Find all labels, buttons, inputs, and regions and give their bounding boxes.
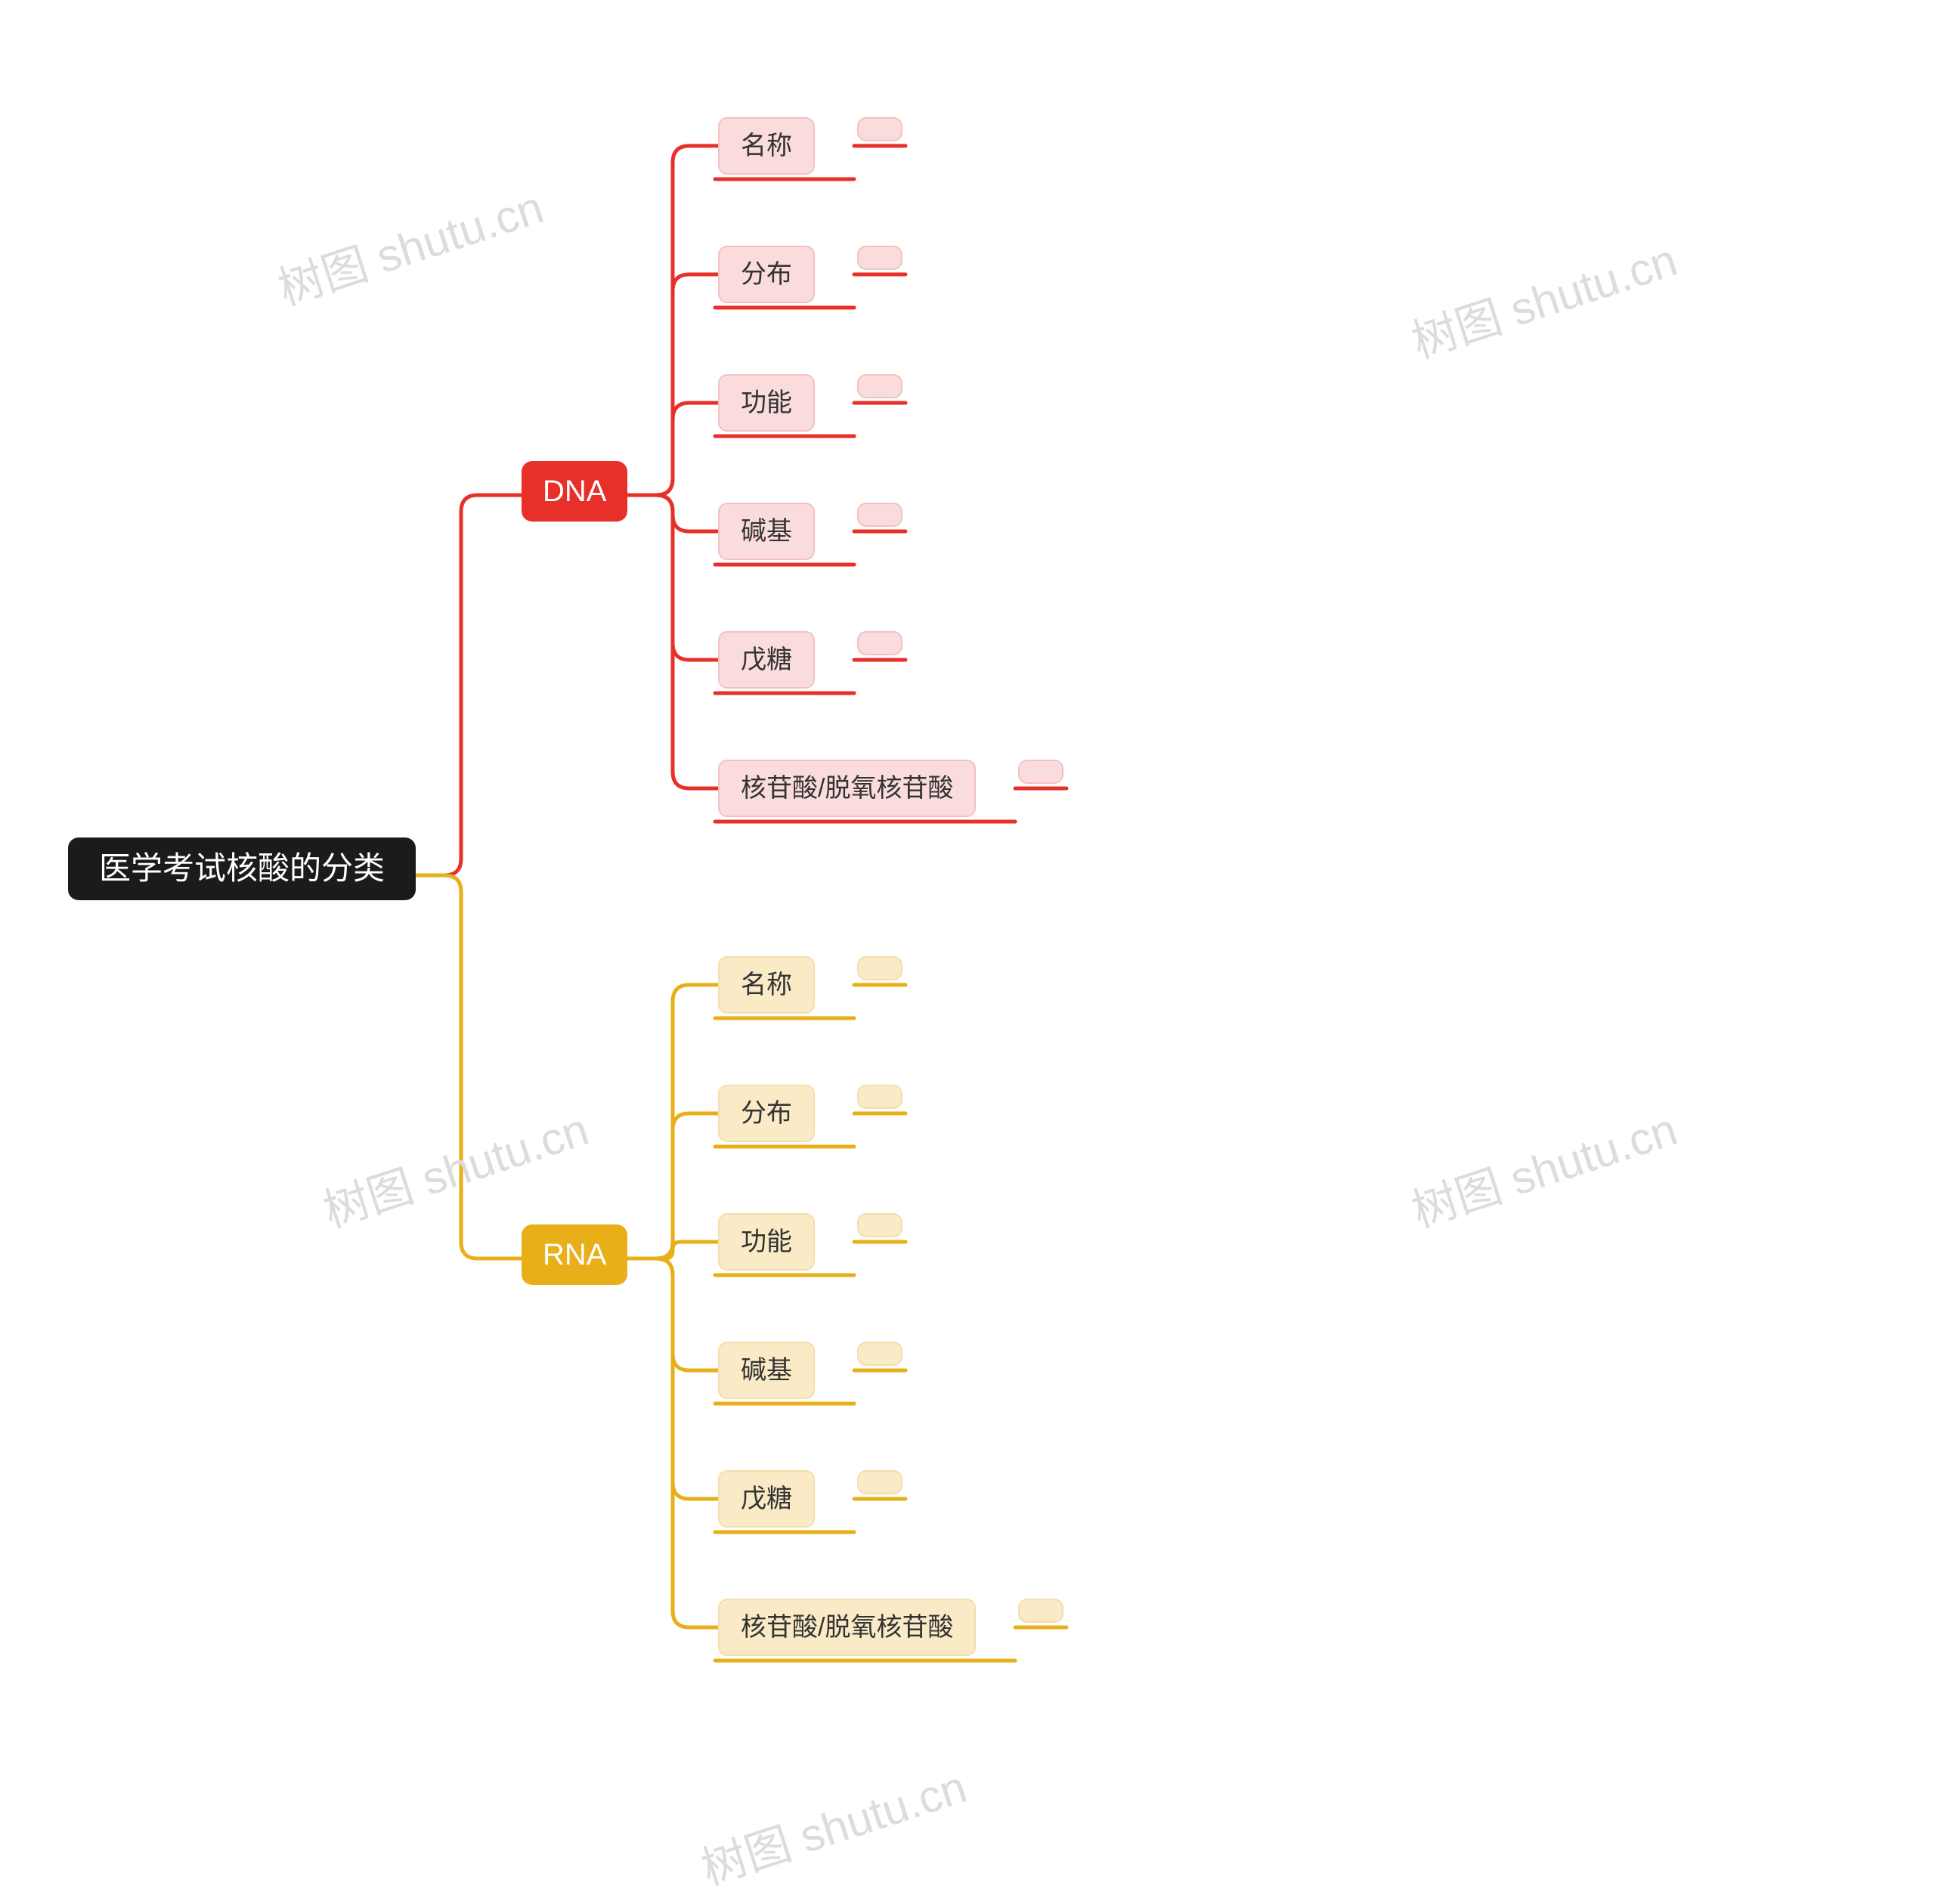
leaf-dna-base: 碱基 [718,503,815,560]
leaf-dna-name-child [857,117,902,141]
leaf-dna-func-child [857,374,902,398]
leaf-rna-name: 名称 [718,956,815,1014]
watermark: 树图 shutu.cn [692,1751,974,1898]
leaf-dna-nt: 核苷酸/脱氧核苷酸 [718,760,976,817]
leaf-dna-sugar: 戊糖 [718,631,815,689]
branch-rna: RNA [522,1224,627,1285]
leaf-rna-nt-child [1018,1599,1063,1623]
leaf-rna-name-label: 名称 [741,971,792,999]
leaf-dna-func-label: 功能 [741,389,792,417]
leaf-rna-sugar-label: 戊糖 [741,1485,792,1513]
watermark: 树图 shutu.cn [314,1093,596,1240]
leaf-rna-sugar: 戊糖 [718,1470,815,1528]
leaf-dna-func: 功能 [718,374,815,432]
leaf-dna-nt-label: 核苷酸/脱氧核苷酸 [741,774,953,803]
leaf-rna-base: 碱基 [718,1342,815,1399]
leaf-dna-sugar-label: 戊糖 [741,646,792,674]
leaf-rna-sugar-child [857,1470,902,1494]
leaf-dna-dist-label: 分布 [741,260,792,289]
leaf-dna-base-label: 碱基 [741,517,792,546]
leaf-rna-dist-child [857,1085,902,1109]
watermark: 树图 shutu.cn [268,171,550,318]
leaf-rna-base-label: 碱基 [741,1356,792,1385]
branch-dna-label: DNA [543,475,606,508]
leaf-dna-nt-child [1018,760,1063,784]
root-node-label: 医学考试核酸的分类 [99,850,385,886]
leaf-rna-nt-label: 核苷酸/脱氧核苷酸 [741,1613,953,1642]
root-node: 医学考试核酸的分类 [68,837,416,900]
leaf-dna-dist: 分布 [718,246,815,303]
leaf-rna-base-child [857,1342,902,1366]
branch-rna-label: RNA [543,1238,606,1271]
leaf-dna-sugar-child [857,631,902,655]
watermark: 树图 shutu.cn [1402,224,1684,371]
leaf-rna-dist-label: 分布 [741,1099,792,1128]
leaf-dna-name-label: 名称 [741,132,792,160]
leaf-rna-name-child [857,956,902,980]
leaf-dna-dist-child [857,246,902,270]
leaf-rna-func-child [857,1213,902,1237]
branch-dna: DNA [522,461,627,522]
watermark: 树图 shutu.cn [1402,1093,1684,1240]
leaf-rna-func-label: 功能 [741,1228,792,1256]
leaf-rna-dist: 分布 [718,1085,815,1142]
leaf-rna-nt: 核苷酸/脱氧核苷酸 [718,1599,976,1656]
mindmap-stage: 医学考试核酸的分类DNA名称分布功能碱基戊糖核苷酸/脱氧核苷酸RNA名称分布功能… [0,0,1935,1904]
leaf-dna-base-child [857,503,902,527]
leaf-dna-name: 名称 [718,117,815,175]
leaf-rna-func: 功能 [718,1213,815,1271]
